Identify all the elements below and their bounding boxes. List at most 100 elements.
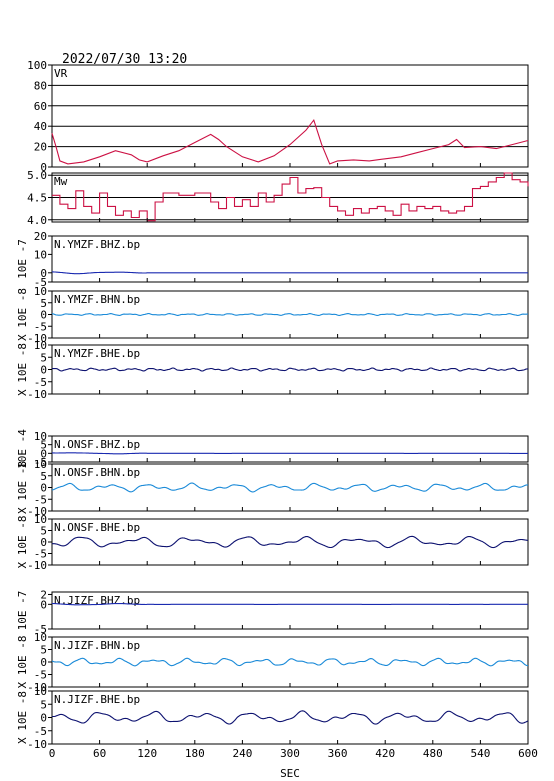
y-axis-label: 10E -7 <box>16 239 29 279</box>
waveform-jizf-bhn <box>51 657 528 667</box>
y-tick-label: 10 <box>34 339 47 352</box>
y-tick-label: 0 <box>40 364 47 377</box>
y-tick-label: 80 <box>34 79 47 92</box>
y-tick-label: 0 <box>40 482 47 495</box>
x-axis-label: SEC <box>280 767 300 780</box>
x-tick-label: 420 <box>375 747 395 760</box>
y-tick-label: 5 <box>40 525 47 538</box>
y-axis-label: X 10E -8 <box>16 636 29 689</box>
x-axis-ticks: 0 60 120 180 240 300 360 420 480 540 600 <box>49 747 538 760</box>
panel-title: N.YMZF.BHZ.bp <box>54 238 140 251</box>
panel-title: N.ONSF.BHZ.bp <box>54 438 140 451</box>
y-tick-label: 0 <box>40 447 47 460</box>
waveform-onsf-bhz <box>52 452 528 455</box>
y-tick-label: 40 <box>34 120 47 133</box>
y-tick-label: 0 <box>40 267 47 280</box>
waveform-onsf-bhn <box>51 482 529 493</box>
y-tick-label: -10 <box>27 505 47 518</box>
y-tick-label: 4.5 <box>27 192 47 205</box>
y-tick-label: 10 <box>34 285 47 298</box>
y-tick-label: 5 <box>40 644 47 657</box>
y-tick-label: -5 <box>34 548 47 561</box>
y-tick-label: 10 <box>34 685 47 698</box>
y-tick-label: -10 <box>27 738 47 751</box>
y-tick-label: -5 <box>34 669 47 682</box>
panel-mw: 4.0 4.5 5.0 Mw <box>27 169 529 227</box>
y-tick-label: -10 <box>27 388 47 401</box>
x-tick-label: 240 <box>232 747 252 760</box>
y-tick-label: 10 <box>34 248 47 261</box>
x-tick-label: 540 <box>470 747 490 760</box>
x-tick-label: 360 <box>328 747 348 760</box>
waveform-onsf-bhe <box>51 535 528 549</box>
y-tick-label: -5 <box>34 456 47 469</box>
y-tick-label: -5 <box>34 276 47 289</box>
y-tick-label: 0 <box>40 161 47 174</box>
y-tick-label: 10 <box>34 631 47 644</box>
y-tick-label: -10 <box>27 559 47 572</box>
x-tick-label: 0 <box>49 747 56 760</box>
y-tick-label: 0 <box>40 712 47 725</box>
panel-title: VR <box>54 67 68 80</box>
waveform-ymzf-bhn <box>52 313 528 316</box>
panel-vr: 0 20 40 60 80 100 VR <box>27 59 529 174</box>
panel-frame <box>51 64 529 168</box>
x-tick-label: 180 <box>185 747 205 760</box>
y-axis-label: X 10E -8 <box>16 691 29 744</box>
waveform-ymzf-bhz <box>51 271 528 275</box>
y-axis-label: 10E -7 <box>16 591 29 631</box>
y-tick-label: -5 <box>34 623 47 636</box>
waveform-ymzf-bhe <box>51 367 528 372</box>
panel-ymzf-bhz: -50 10 20 N.YMZF.BHZ.bp 10E -7 <box>16 230 529 289</box>
y-tick-label: -5 <box>34 725 47 738</box>
panel-title: Mw <box>54 175 68 188</box>
y-tick-label: -5 <box>34 320 47 333</box>
x-tick-label: 120 <box>137 747 157 760</box>
series-line-vr <box>51 118 529 165</box>
waveform-jizf-bhz <box>52 602 528 606</box>
x-tick-label: 300 <box>280 747 300 760</box>
y-tick-label: 4.0 <box>27 214 47 227</box>
y-tick-label: -5 <box>34 493 47 506</box>
y-tick-label: 0 <box>40 656 47 669</box>
y-tick-label: -10 <box>27 332 47 345</box>
series-line-mw <box>52 172 529 222</box>
panel-title: N.JIZF.BHE.bp <box>54 693 140 706</box>
y-tick-label: 5 <box>40 297 47 310</box>
y-tick-label: 5 <box>40 698 47 711</box>
panel-title: N.YMZF.BHE.bp <box>54 347 140 360</box>
y-tick-label: 20 <box>34 230 47 243</box>
y-tick-label: 5 <box>40 439 47 452</box>
panel-title: N.ONSF.BHE.bp <box>54 521 140 534</box>
y-tick-label: 10 <box>34 458 47 471</box>
y-tick-label: 0 <box>40 536 47 549</box>
y-axis-label: 10E -4 <box>16 429 29 469</box>
y-axis-label: X 10E -8 <box>16 288 29 341</box>
y-tick-label: 2 <box>40 588 47 601</box>
panel-title: N.JIZF.BHN.bp <box>54 639 140 652</box>
y-tick-label: -10 <box>27 681 47 694</box>
y-axis-label: X 10E -8 <box>16 461 29 514</box>
y-tick-label: 5 <box>40 470 47 483</box>
x-tick-label: 60 <box>93 747 106 760</box>
y-tick-label: 100 <box>27 59 47 72</box>
y-tick-label: 60 <box>34 100 47 113</box>
y-tick-label: 0 <box>40 309 47 322</box>
y-tick-label: 0 <box>40 598 47 611</box>
x-tick-label: 480 <box>423 747 443 760</box>
panel-onsf-bhz: -505 10 N.ONSF.BHZ.bp 10E -4 <box>16 429 529 469</box>
waveform-jizf-bhe <box>51 710 529 725</box>
panel-title: N.ONSF.BHN.bp <box>54 466 140 479</box>
panel-title: N.YMZF.BHN.bp <box>54 293 140 306</box>
y-tick-label: 5.0 <box>27 169 47 182</box>
y-tick-label: 20 <box>34 141 47 154</box>
